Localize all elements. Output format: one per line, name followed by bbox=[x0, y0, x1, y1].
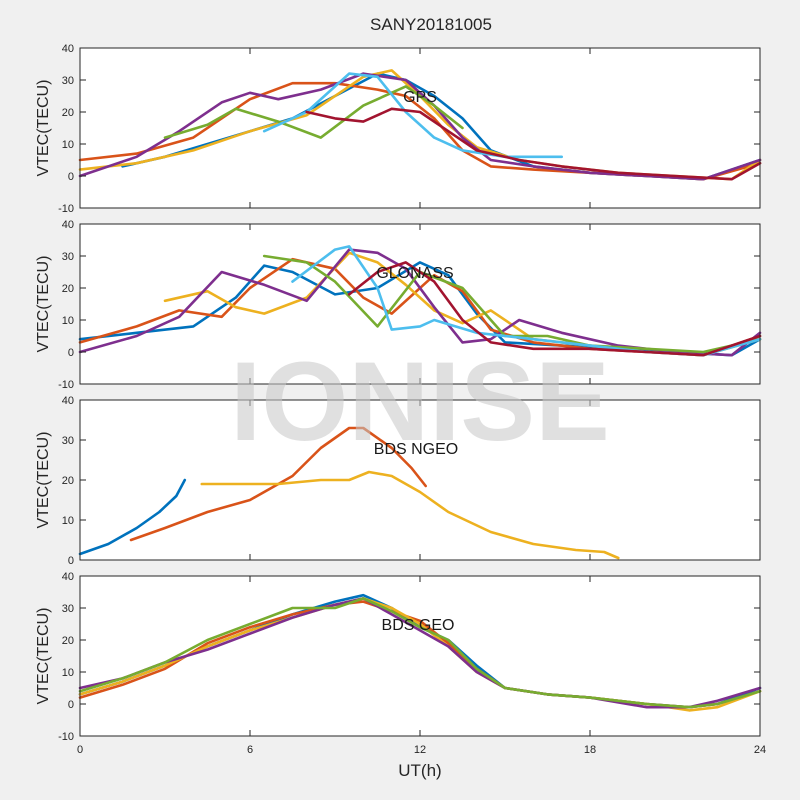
plot-area bbox=[80, 576, 760, 736]
y-tick-label: 20 bbox=[62, 107, 74, 119]
series-line-1 bbox=[78, 478, 187, 556]
constellation-label: BDS NGEO bbox=[374, 441, 458, 458]
y-tick-label: 0 bbox=[68, 699, 74, 711]
figure-title: SANY20181005 bbox=[370, 15, 492, 34]
y-axis-label: VTEC(TECU) bbox=[35, 80, 52, 177]
y-tick-label: 20 bbox=[62, 475, 74, 487]
x-tick-label: 6 bbox=[247, 744, 253, 756]
y-tick-label: 10 bbox=[62, 667, 74, 679]
x-tick-label: 12 bbox=[414, 744, 426, 756]
y-tick-label: 40 bbox=[62, 395, 74, 407]
x-tick-label: 18 bbox=[584, 744, 596, 756]
y-tick-label: 0 bbox=[68, 555, 74, 567]
y-axis-label: VTEC(TECU) bbox=[35, 608, 52, 705]
y-tick-label: 30 bbox=[62, 251, 74, 263]
y-axis-label: VTEC(TECU) bbox=[35, 256, 52, 353]
series-line-2 bbox=[129, 426, 428, 542]
x-tick-label: 24 bbox=[754, 744, 766, 756]
plot-area bbox=[80, 224, 760, 384]
watermark: IONISE bbox=[230, 339, 610, 464]
y-tick-label: 30 bbox=[62, 603, 74, 615]
series-line-7 bbox=[305, 107, 762, 181]
x-axis-label: UT(h) bbox=[398, 761, 441, 780]
y-tick-label: 20 bbox=[62, 283, 74, 295]
subplot-2: -10 0 10 20 30 40 VTEC(TECU) GLONASS bbox=[35, 219, 762, 391]
constellation-label: GLONASS bbox=[376, 265, 453, 282]
y-tick-label: -10 bbox=[58, 731, 74, 743]
x-tick-label: 0 bbox=[77, 744, 83, 756]
constellation-label: GPS bbox=[403, 89, 437, 106]
series-line-4 bbox=[78, 597, 762, 709]
y-axis-label: VTEC(TECU) bbox=[35, 432, 52, 529]
y-tick-label: 10 bbox=[62, 139, 74, 151]
series-line-4 bbox=[78, 72, 762, 181]
y-tick-label: 10 bbox=[62, 315, 74, 327]
y-tick-label: 0 bbox=[68, 347, 74, 359]
series-line-5 bbox=[78, 597, 762, 709]
y-tick-label: -10 bbox=[58, 203, 74, 215]
constellation-label: BDS GEO bbox=[382, 617, 455, 634]
subplot-3: 0 10 20 30 40 VTEC(TECU) BDS NGEO bbox=[35, 395, 761, 567]
y-tick-label: 20 bbox=[62, 635, 74, 647]
y-tick-label: 10 bbox=[62, 515, 74, 527]
y-tick-label: 40 bbox=[62, 571, 74, 583]
subplot-1: -10 0 10 20 30 40 VTEC(TECU) GPS bbox=[35, 43, 762, 215]
series-line-5 bbox=[163, 85, 464, 139]
y-tick-label: 40 bbox=[62, 219, 74, 231]
series-line-7 bbox=[347, 261, 762, 357]
series-line-3 bbox=[200, 470, 620, 560]
series-line-6 bbox=[262, 72, 564, 159]
y-tick-label: 30 bbox=[62, 435, 74, 447]
y-tick-label: 0 bbox=[68, 171, 74, 183]
y-tick-label: 30 bbox=[62, 75, 74, 87]
series-line-5 bbox=[262, 254, 762, 354]
y-tick-label: -10 bbox=[58, 379, 74, 391]
y-tick-label: 40 bbox=[62, 43, 74, 55]
